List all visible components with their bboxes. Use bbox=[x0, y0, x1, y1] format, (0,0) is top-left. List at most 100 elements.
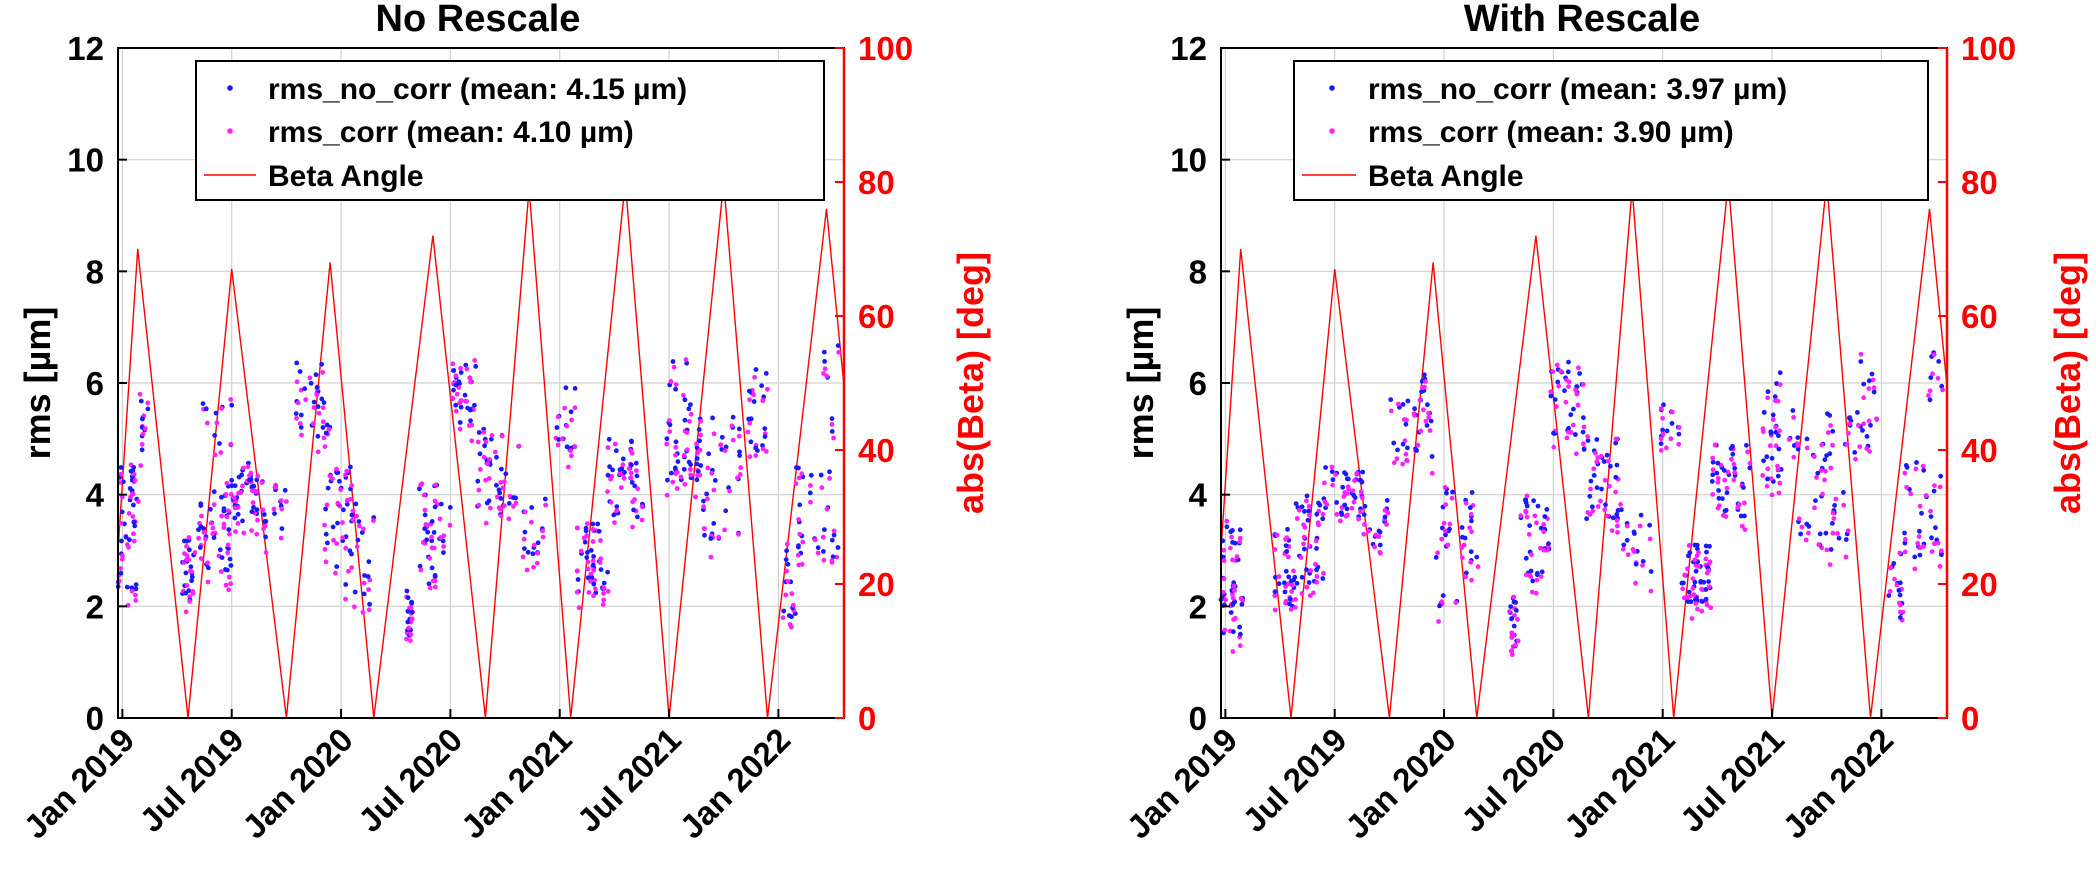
point-rms-corr bbox=[1658, 448, 1664, 453]
point-rms-corr bbox=[235, 521, 241, 526]
x-tick-label: Jan 2019 bbox=[1120, 721, 1245, 846]
point-rms-corr bbox=[668, 379, 674, 384]
point-rms-no-corr bbox=[829, 537, 835, 543]
point-rms-corr bbox=[1435, 550, 1440, 556]
point-rms-corr bbox=[340, 520, 345, 525]
y-tick-label: 2 bbox=[1189, 588, 1207, 625]
point-rms-corr bbox=[204, 420, 210, 426]
point-rms-corr bbox=[820, 534, 826, 540]
point-rms-corr bbox=[612, 441, 618, 447]
point-rms-no-corr bbox=[1917, 552, 1923, 558]
point-rms-corr bbox=[272, 485, 278, 490]
x-tick-label: Jul 2021 bbox=[1673, 721, 1791, 839]
x-tick-label: Jan 2020 bbox=[235, 721, 360, 846]
point-rms-no-corr bbox=[456, 379, 462, 384]
point-rms-corr bbox=[334, 466, 339, 472]
point-rms-corr bbox=[812, 537, 818, 543]
point-rms-no-corr bbox=[1594, 437, 1600, 442]
point-rms-no-corr bbox=[447, 505, 453, 510]
point-rms-corr bbox=[1806, 530, 1811, 536]
point-rms-no-corr bbox=[246, 460, 251, 466]
point-rms-corr bbox=[1436, 619, 1441, 624]
point-rms-corr bbox=[628, 448, 634, 453]
point-rms-corr bbox=[224, 514, 230, 520]
point-rms-corr bbox=[1690, 586, 1696, 591]
point-rms-no-corr bbox=[598, 567, 604, 572]
point-rms-no-corr bbox=[827, 469, 832, 475]
point-rms-no-corr bbox=[347, 548, 353, 554]
y-tick-label: 0 bbox=[1189, 700, 1207, 737]
point-rms-corr bbox=[284, 499, 289, 504]
point-rms-corr bbox=[118, 471, 124, 477]
point-rms-corr bbox=[1377, 549, 1383, 555]
point-rms-no-corr bbox=[668, 470, 674, 476]
point-rms-corr bbox=[481, 429, 487, 435]
point-rms-corr bbox=[1306, 543, 1312, 549]
point-rms-corr bbox=[1442, 485, 1448, 490]
point-rms-corr bbox=[800, 539, 806, 545]
point-rms-corr bbox=[1532, 513, 1538, 519]
y-right-tick-label: 80 bbox=[1961, 164, 1998, 201]
point-rms-corr bbox=[1221, 558, 1227, 564]
point-rms-corr bbox=[511, 504, 516, 509]
point-rms-corr bbox=[1824, 547, 1830, 553]
point-rms-corr bbox=[1602, 477, 1608, 483]
point-rms-corr bbox=[751, 392, 756, 398]
point-rms-no-corr bbox=[138, 398, 144, 404]
point-rms-no-corr bbox=[1509, 616, 1515, 621]
point-rms-no-corr bbox=[1715, 460, 1721, 466]
point-rms-corr bbox=[1283, 598, 1289, 604]
point-rms-corr bbox=[1747, 460, 1753, 466]
point-rms-corr bbox=[431, 545, 437, 551]
point-rms-corr bbox=[608, 476, 613, 482]
point-rms-corr bbox=[261, 526, 266, 532]
point-rms-corr bbox=[612, 520, 617, 525]
x-tick-label: Jul 2021 bbox=[570, 721, 688, 839]
point-rms-corr bbox=[1538, 574, 1544, 579]
point-rms-corr bbox=[241, 530, 247, 536]
point-rms-corr bbox=[780, 615, 786, 620]
point-rms-no-corr bbox=[605, 569, 610, 575]
point-rms-corr bbox=[1735, 505, 1741, 510]
point-rms-corr bbox=[1812, 505, 1817, 511]
point-rms-corr bbox=[131, 538, 137, 544]
point-rms-no-corr bbox=[205, 565, 211, 571]
point-rms-corr bbox=[279, 506, 285, 512]
point-rms-corr bbox=[697, 472, 703, 478]
point-rms-corr bbox=[1529, 589, 1535, 595]
point-rms-no-corr bbox=[1638, 512, 1644, 518]
point-rms-no-corr bbox=[235, 511, 241, 517]
point-rms-corr bbox=[1541, 522, 1547, 527]
point-rms-no-corr bbox=[673, 439, 679, 445]
point-rms-corr bbox=[1828, 465, 1834, 471]
point-rms-no-corr bbox=[189, 574, 195, 580]
point-rms-corr bbox=[531, 542, 537, 548]
point-rms-corr bbox=[1229, 534, 1234, 540]
point-rms-corr bbox=[1564, 435, 1570, 441]
point-rms-no-corr bbox=[335, 520, 340, 526]
point-rms-corr bbox=[1304, 498, 1309, 504]
point-rms-corr bbox=[1322, 480, 1327, 486]
point-rms-corr bbox=[307, 375, 313, 381]
point-rms-corr bbox=[366, 607, 372, 613]
point-rms-no-corr bbox=[1565, 369, 1571, 375]
point-rms-no-corr bbox=[1929, 535, 1934, 541]
point-rms-corr bbox=[1614, 518, 1620, 523]
point-rms-no-corr bbox=[1391, 440, 1397, 446]
point-rms-corr bbox=[299, 432, 304, 438]
point-rms-corr bbox=[361, 580, 367, 586]
point-rms-corr bbox=[1299, 591, 1305, 596]
point-rms-no-corr bbox=[1861, 381, 1867, 387]
point-rms-corr bbox=[1301, 534, 1307, 540]
point-rms-corr bbox=[831, 528, 837, 534]
point-rms-corr bbox=[499, 433, 505, 439]
point-rms-corr bbox=[248, 470, 254, 476]
point-rms-no-corr bbox=[488, 436, 494, 442]
point-rms-corr bbox=[249, 528, 255, 533]
point-rms-corr bbox=[1670, 409, 1675, 415]
point-rms-corr bbox=[506, 516, 512, 522]
point-rms-no-corr bbox=[822, 527, 827, 533]
point-rms-corr bbox=[1696, 550, 1701, 555]
point-rms-no-corr bbox=[323, 430, 329, 436]
point-rms-corr bbox=[1866, 418, 1872, 424]
